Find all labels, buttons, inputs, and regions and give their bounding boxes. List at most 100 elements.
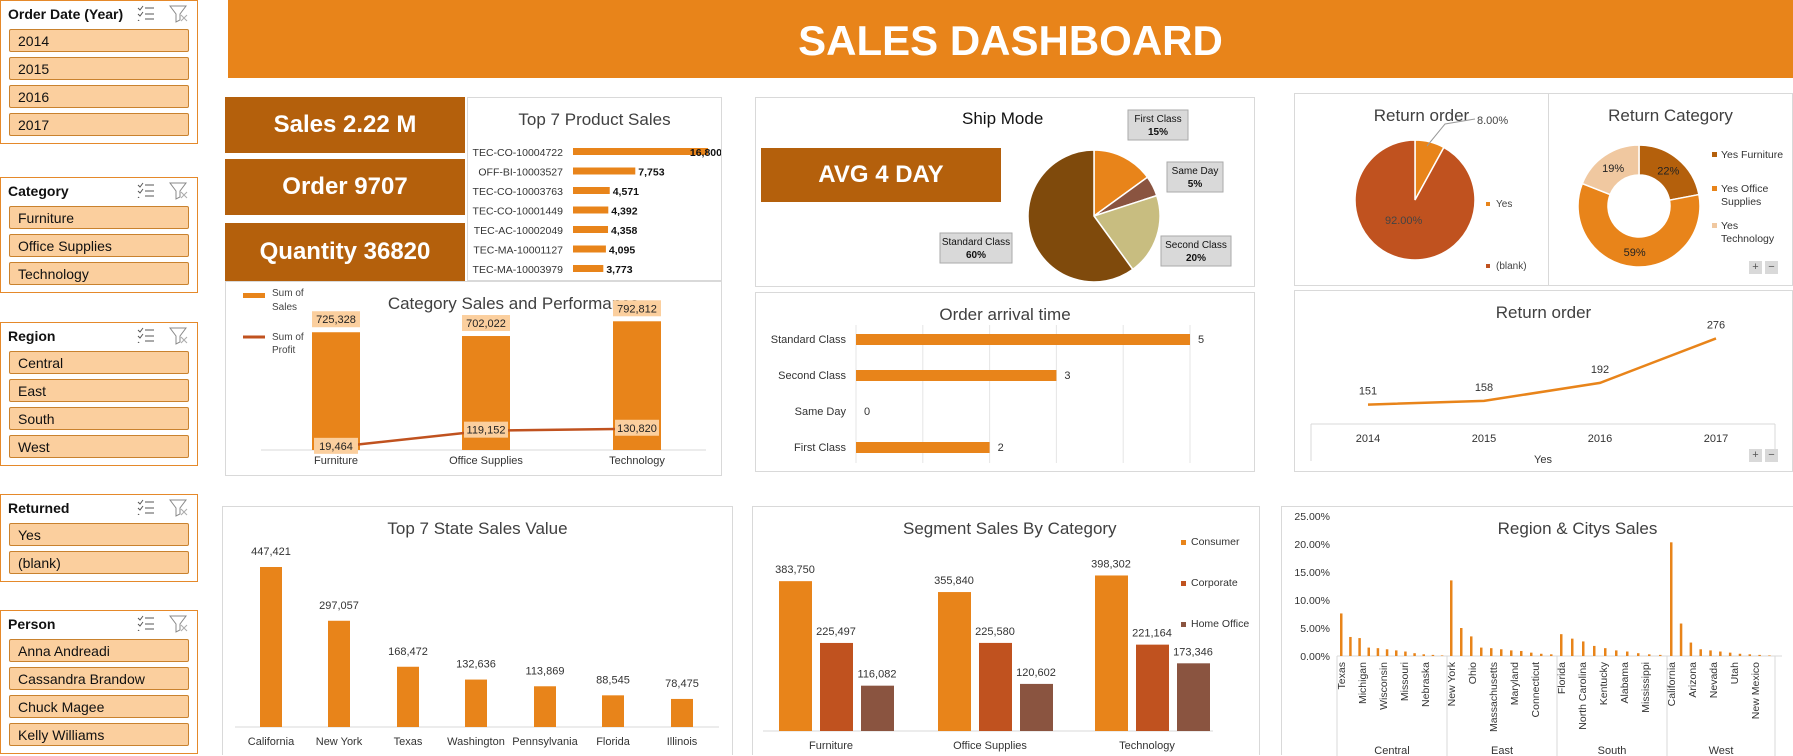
slicer-item[interactable]: Technology	[9, 262, 189, 285]
return-order-pie-chart: 8.00% 92.00% Yes (blank)	[1354, 115, 1527, 272]
slicer-item[interactable]: East	[9, 379, 189, 402]
segment-tick: Office Supplies	[953, 740, 1027, 752]
region-bar	[1626, 651, 1629, 656]
pie-slice-first-class	[1093, 149, 1149, 218]
arrival-title: Order arrival time	[939, 305, 1071, 324]
slicer-item[interactable]: South	[9, 407, 189, 430]
state-tick: New York	[316, 736, 363, 748]
slicer-item[interactable]: 2017	[9, 113, 189, 136]
product-label: TEC-MA-10001127	[473, 245, 563, 257]
region-bar	[1550, 654, 1553, 656]
segment-bar	[1020, 683, 1053, 731]
multi-select-icon[interactable]	[137, 5, 155, 21]
clear-filter-icon[interactable]	[169, 615, 189, 633]
pie-callout-value: 60%	[966, 250, 986, 261]
region-city-tick: Massachusetts	[1488, 662, 1500, 732]
region-bar	[1349, 636, 1352, 656]
return-line-tick: 2014	[1356, 433, 1380, 445]
slicer-item[interactable]: Cassandra Brandow	[9, 667, 189, 690]
sales-value: 725,328	[316, 314, 356, 326]
multi-select-icon[interactable]	[137, 499, 155, 515]
region-group-label: East	[1491, 745, 1513, 756]
region-bar	[1728, 652, 1732, 656]
segment-tick: Furniture	[809, 740, 853, 752]
legend-profit-label: Sum of	[272, 332, 304, 343]
region-city-title: Region & Citys Sales	[1497, 519, 1658, 538]
slicer-item[interactable]: Yes	[9, 523, 189, 546]
multi-select-icon[interactable]	[137, 327, 155, 343]
slicer-item[interactable]: West	[9, 435, 189, 458]
region-bar	[1385, 649, 1389, 656]
state-value: 168,472	[388, 646, 428, 658]
region-city-tick: Wisconsin	[1378, 662, 1390, 710]
slicer-item[interactable]: Chuck Magee	[9, 695, 189, 718]
product-value: 16,800	[690, 147, 721, 159]
segment-bar	[820, 642, 853, 731]
region-bar	[1679, 623, 1683, 656]
segment-value: 116,082	[858, 669, 897, 681]
region-bar	[1719, 651, 1722, 656]
line-collapse-button[interactable]: −	[1765, 449, 1778, 462]
product-label: TEC-CO-10003763	[473, 186, 564, 198]
region-bar	[1637, 653, 1640, 656]
slicer-title: Region	[1, 323, 197, 349]
segment-legend-label: Home Office	[1191, 618, 1249, 630]
region-bar	[1768, 655, 1771, 656]
region-bar	[1490, 648, 1493, 656]
arrival-panel: Order arrival time Standard Class 5 Second…	[755, 292, 1255, 472]
expand-button[interactable]: +	[1749, 261, 1762, 274]
region-bar	[1520, 650, 1523, 656]
clear-filter-icon[interactable]	[169, 327, 189, 345]
clear-filter-icon[interactable]	[169, 182, 189, 200]
legend-blank-swatch	[1486, 264, 1490, 268]
region-bar	[1422, 654, 1425, 656]
multi-select-icon[interactable]	[137, 182, 155, 198]
slicer-item[interactable]: 2015	[9, 57, 189, 80]
region-bar	[1699, 649, 1702, 656]
state-bar	[328, 620, 350, 727]
legend-sales-swatch	[243, 293, 265, 298]
pie-callout-box	[1127, 109, 1189, 141]
return-category-title: Return Category	[1608, 106, 1733, 125]
multi-select-icon[interactable]	[137, 615, 155, 631]
clear-filter-icon[interactable]	[169, 499, 189, 517]
pie-callout-value: 20%	[1186, 253, 1206, 264]
slicer-item[interactable]: Furniture	[9, 206, 189, 229]
region-bar	[1648, 654, 1651, 656]
region-bar	[1395, 650, 1398, 656]
segment-value: 120,602	[1016, 667, 1056, 679]
collapse-button[interactable]: −	[1765, 261, 1778, 274]
line-expand-button[interactable]: +	[1749, 449, 1762, 462]
segment-bar	[1177, 663, 1210, 731]
slicer-item[interactable]: (blank)	[9, 551, 189, 574]
pie-callout-box	[1160, 235, 1232, 267]
product-bar	[573, 187, 610, 194]
state-value: 113,869	[526, 665, 565, 677]
region-city-tick: Utah	[1729, 662, 1741, 684]
region-bar	[1440, 655, 1444, 656]
region-bar	[1540, 653, 1543, 656]
sales-value: 702,022	[466, 318, 506, 330]
region-bar	[1367, 647, 1370, 656]
region-bar	[1582, 641, 1585, 656]
region-bar	[1670, 542, 1673, 656]
slicer-item[interactable]: Office Supplies	[9, 234, 189, 257]
slicer-item[interactable]: Kelly Williams	[9, 723, 189, 746]
region-bar	[1738, 653, 1742, 656]
sales-label-bg	[613, 300, 661, 317]
arrival-value: 2	[998, 442, 1004, 454]
slicer-item[interactable]: Anna Andreadi	[9, 639, 189, 662]
region-bar	[1340, 613, 1343, 656]
region-ytick: 20.00%	[1294, 539, 1330, 551]
sales-value: 792,812	[617, 303, 657, 315]
slicer-title: Order Date (Year)	[1, 1, 197, 27]
category-tick: Furniture	[314, 455, 358, 467]
segment-legend-swatch	[1181, 622, 1186, 627]
clear-filter-icon[interactable]	[169, 5, 189, 23]
ship-mode-title: Ship Mode	[962, 109, 1044, 128]
slicer-item[interactable]: 2016	[9, 85, 189, 108]
slicer-item[interactable]: 2014	[9, 29, 189, 52]
sales-label-bg	[462, 315, 510, 332]
segment-value: 355,840	[934, 575, 974, 587]
slicer-item[interactable]: Central	[9, 351, 189, 374]
